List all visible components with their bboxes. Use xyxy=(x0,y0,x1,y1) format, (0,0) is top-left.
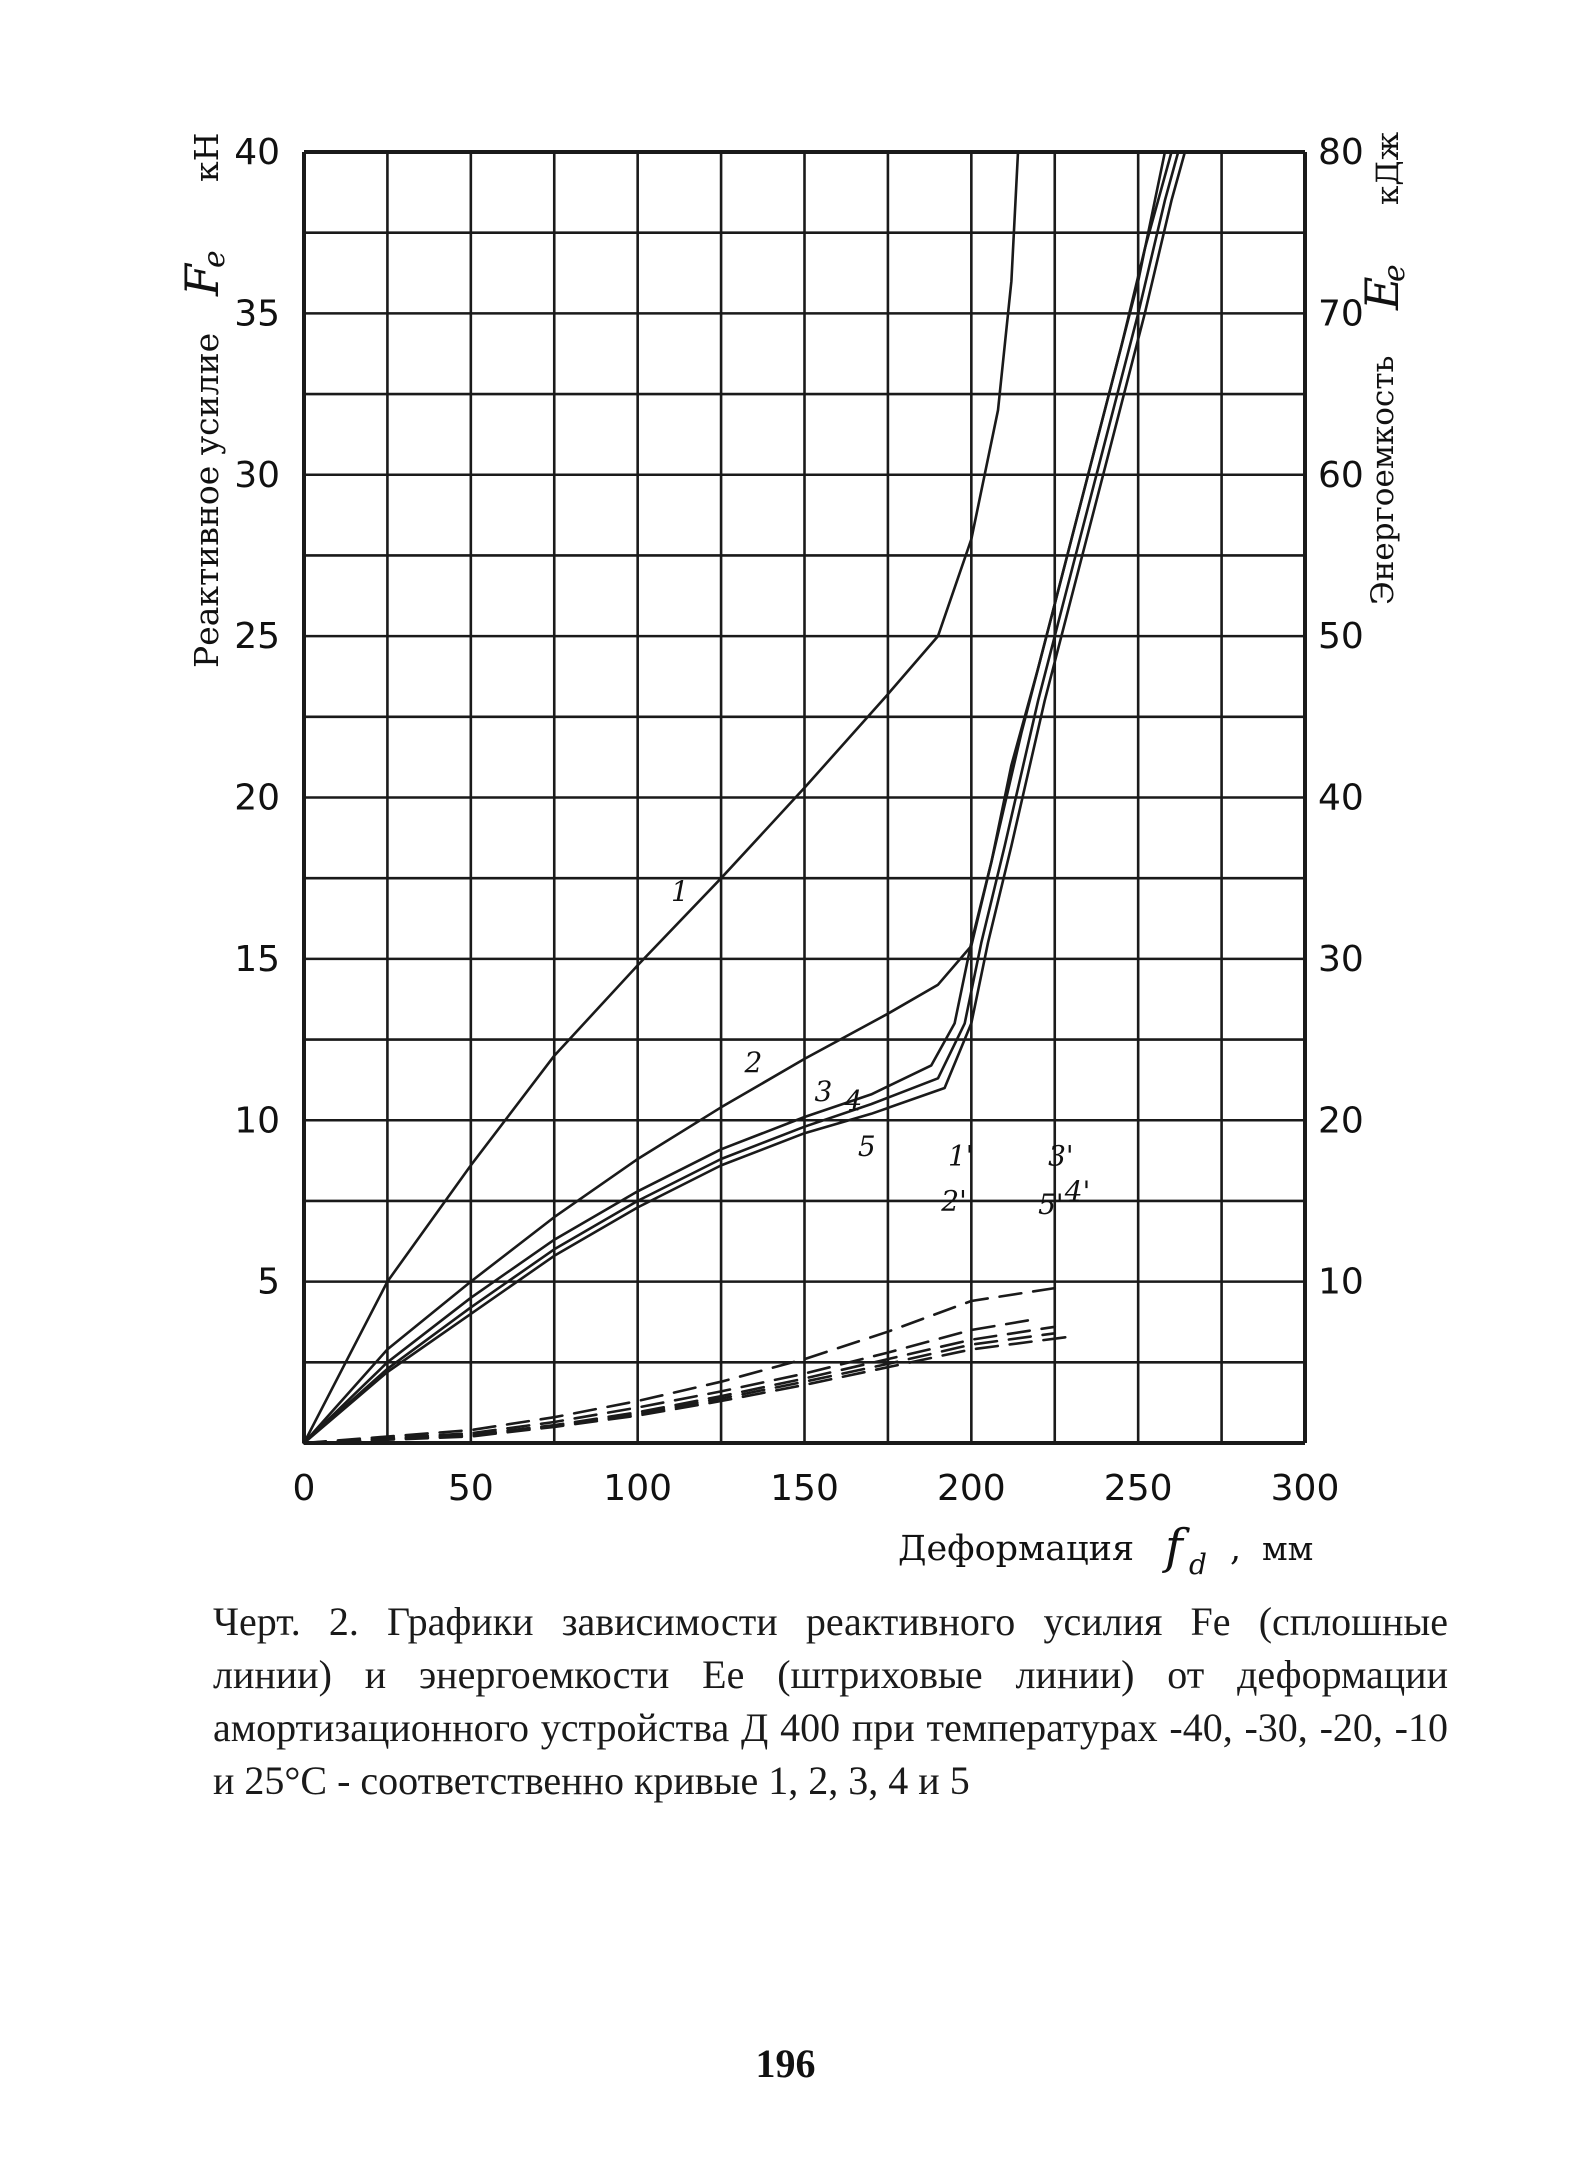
y-left-tick-label: 35 xyxy=(234,293,280,334)
curve-label: 1' xyxy=(948,1139,974,1172)
y-right-tick-label: 50 xyxy=(1318,616,1364,657)
series-line-2-prime xyxy=(302,1317,1040,1445)
x-axis-symbol: f xyxy=(1162,1519,1190,1575)
y-right-tick-label: 40 xyxy=(1318,778,1364,819)
curve-label: 5' xyxy=(1038,1188,1064,1221)
series-line-3-prime xyxy=(302,1325,1057,1445)
y-left-tick-label: 30 xyxy=(234,455,280,496)
series-line-4-prime xyxy=(302,1332,1057,1445)
series-line-1 xyxy=(302,150,1020,1445)
curve-label: 1 xyxy=(671,875,689,908)
x-tick-label: 300 xyxy=(1271,1468,1340,1509)
y-right-tick-label: 30 xyxy=(1318,939,1364,980)
curve-label: 3 xyxy=(815,1075,833,1108)
y-right-tick-label: 20 xyxy=(1318,1100,1364,1141)
series-line-5 xyxy=(302,150,1187,1445)
y-left-tick-label: 10 xyxy=(234,1100,280,1141)
x-tick-label: 100 xyxy=(603,1468,672,1509)
curve-label: 2' xyxy=(940,1185,967,1218)
y-right-tick-label: 60 xyxy=(1318,455,1364,496)
curve-label: 3' xyxy=(1048,1139,1074,1172)
series-line-4 xyxy=(302,150,1180,1445)
x-axis-comma: , xyxy=(1230,1529,1241,1569)
x-tick-label: 200 xyxy=(937,1468,1006,1509)
x-axis-unit: мм xyxy=(1262,1529,1313,1568)
y-left-tick-label: 5 xyxy=(257,1262,280,1303)
grid xyxy=(302,150,1307,1445)
curve-labels: 1 2 3 4 5 1' 2' 3'4'5' xyxy=(671,875,1090,1221)
y-right-axis-symbol: E xyxy=(1355,276,1409,311)
curve-label: 2 xyxy=(743,1046,762,1079)
y-right-axis-unit: кДж xyxy=(1370,131,1406,205)
x-tick-label: 250 xyxy=(1104,1468,1173,1509)
y-left-axis-unit: кН xyxy=(187,133,226,182)
y-right-axis-symbol-subscript: e xyxy=(1377,264,1412,282)
y-left-axis-symbol: F xyxy=(175,262,229,297)
y-right-axis-label: Энергоемкость xyxy=(1365,356,1401,605)
tick-labels: 0 50 100 150 200 250 3005101520253035401020304… xyxy=(234,132,1364,1509)
x-axis-label: Деформация xyxy=(898,1529,1134,1569)
x-axis-symbol-subscript: d xyxy=(1189,1548,1207,1581)
y-left-axis-label: Реактивное усилие xyxy=(187,333,226,668)
x-tick-label: 50 xyxy=(448,1468,494,1509)
series-line-1-prime xyxy=(302,1286,1057,1445)
curve-label: 4 xyxy=(844,1085,863,1118)
y-left-tick-label: 40 xyxy=(234,132,280,173)
x-tick-label: 0 xyxy=(293,1468,316,1509)
y-left-axis-symbol-subscript: e xyxy=(197,250,232,268)
y-left-tick-label: 15 xyxy=(234,939,280,980)
y-left-tick-label: 25 xyxy=(234,616,280,657)
y-right-tick-label: 10 xyxy=(1318,1262,1364,1303)
y-right-tick-label: 80 xyxy=(1318,132,1364,173)
series-line-3 xyxy=(302,150,1173,1445)
page-number: 196 xyxy=(755,2041,816,2086)
curve-label: 4' xyxy=(1064,1175,1091,1208)
x-tick-label: 150 xyxy=(770,1468,839,1509)
series-group xyxy=(302,150,1187,1445)
figure-caption: Черт. 2. Графики зависимости реактивного… xyxy=(213,1599,1448,1803)
series-line-5-prime xyxy=(302,1335,1073,1445)
y-left-tick-label: 20 xyxy=(234,778,280,819)
curve-label: 5 xyxy=(858,1130,876,1163)
y-right-tick-label: 70 xyxy=(1318,293,1364,334)
